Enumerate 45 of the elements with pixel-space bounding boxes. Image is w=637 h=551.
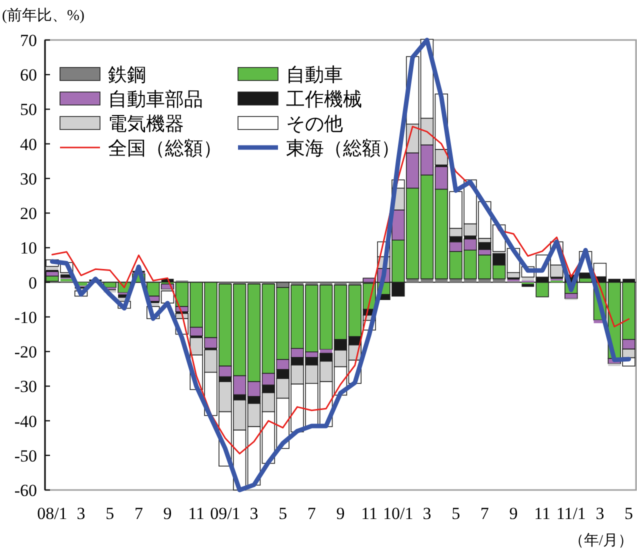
x-axis-title: （年/月） [568, 532, 633, 549]
x-tick-label: 3 [250, 504, 258, 523]
legend-label: 鉄鋼 [108, 65, 146, 86]
y-tick-label: 70 [20, 31, 37, 50]
legend-label: その他 [286, 114, 343, 135]
x-tick-label: 7 [480, 504, 490, 523]
legend-label: 全国（総額） [108, 138, 222, 160]
y-tick-label: -30 [14, 377, 37, 396]
y-tick-label: 60 [20, 66, 37, 85]
x-tick-label: 5 [624, 504, 634, 523]
y-tick-label: 30 [20, 169, 37, 188]
legend-label: 自動車部品 [108, 88, 203, 110]
x-tick-label: 5 [278, 504, 288, 523]
x-tick-label: 3 [596, 504, 604, 523]
x-tick-label: 08/1 [37, 504, 68, 523]
y-tick-label: -50 [14, 446, 37, 466]
x-tick-label: 9 [336, 504, 345, 523]
y-tick-label: 20 [20, 204, 37, 224]
x-tick-label: 7 [134, 504, 144, 523]
y-tick-label: 10 [20, 238, 37, 258]
y-tick-label: -10 [14, 308, 37, 327]
x-tick-label: 3 [76, 504, 86, 523]
legend-label: 自動車 [286, 65, 343, 86]
x-tick-label: 9 [509, 504, 518, 523]
x-tick-label: 9 [163, 504, 172, 523]
x-tick-label: 5 [452, 504, 460, 523]
x-tick-label: 11/1 [556, 504, 586, 523]
x-tick-label: 3 [422, 504, 432, 523]
x-tick-label: 10/1 [383, 504, 414, 523]
y-tick-label: 0 [28, 273, 37, 292]
x-tick-label: 11 [188, 504, 205, 523]
y-tick-label: 40 [20, 134, 37, 154]
y-tick-label: -60 [14, 481, 37, 500]
x-tick-label: 11 [361, 504, 378, 523]
x-tick-label: 09/1 [210, 504, 240, 523]
legend-label: 電気機器 [108, 114, 184, 135]
y-tick-label: -40 [14, 412, 37, 431]
y-tick-label: 50 [20, 100, 37, 120]
legend-label: 東海（総額） [286, 138, 400, 160]
y-tick-label: -20 [14, 342, 37, 362]
x-tick-label: 11 [534, 504, 550, 523]
y-axis-title: (前年比、%) [2, 7, 84, 24]
legend-label: 工作機械 [286, 90, 362, 110]
x-tick-label: 5 [106, 504, 114, 523]
x-tick-label: 7 [307, 504, 316, 523]
